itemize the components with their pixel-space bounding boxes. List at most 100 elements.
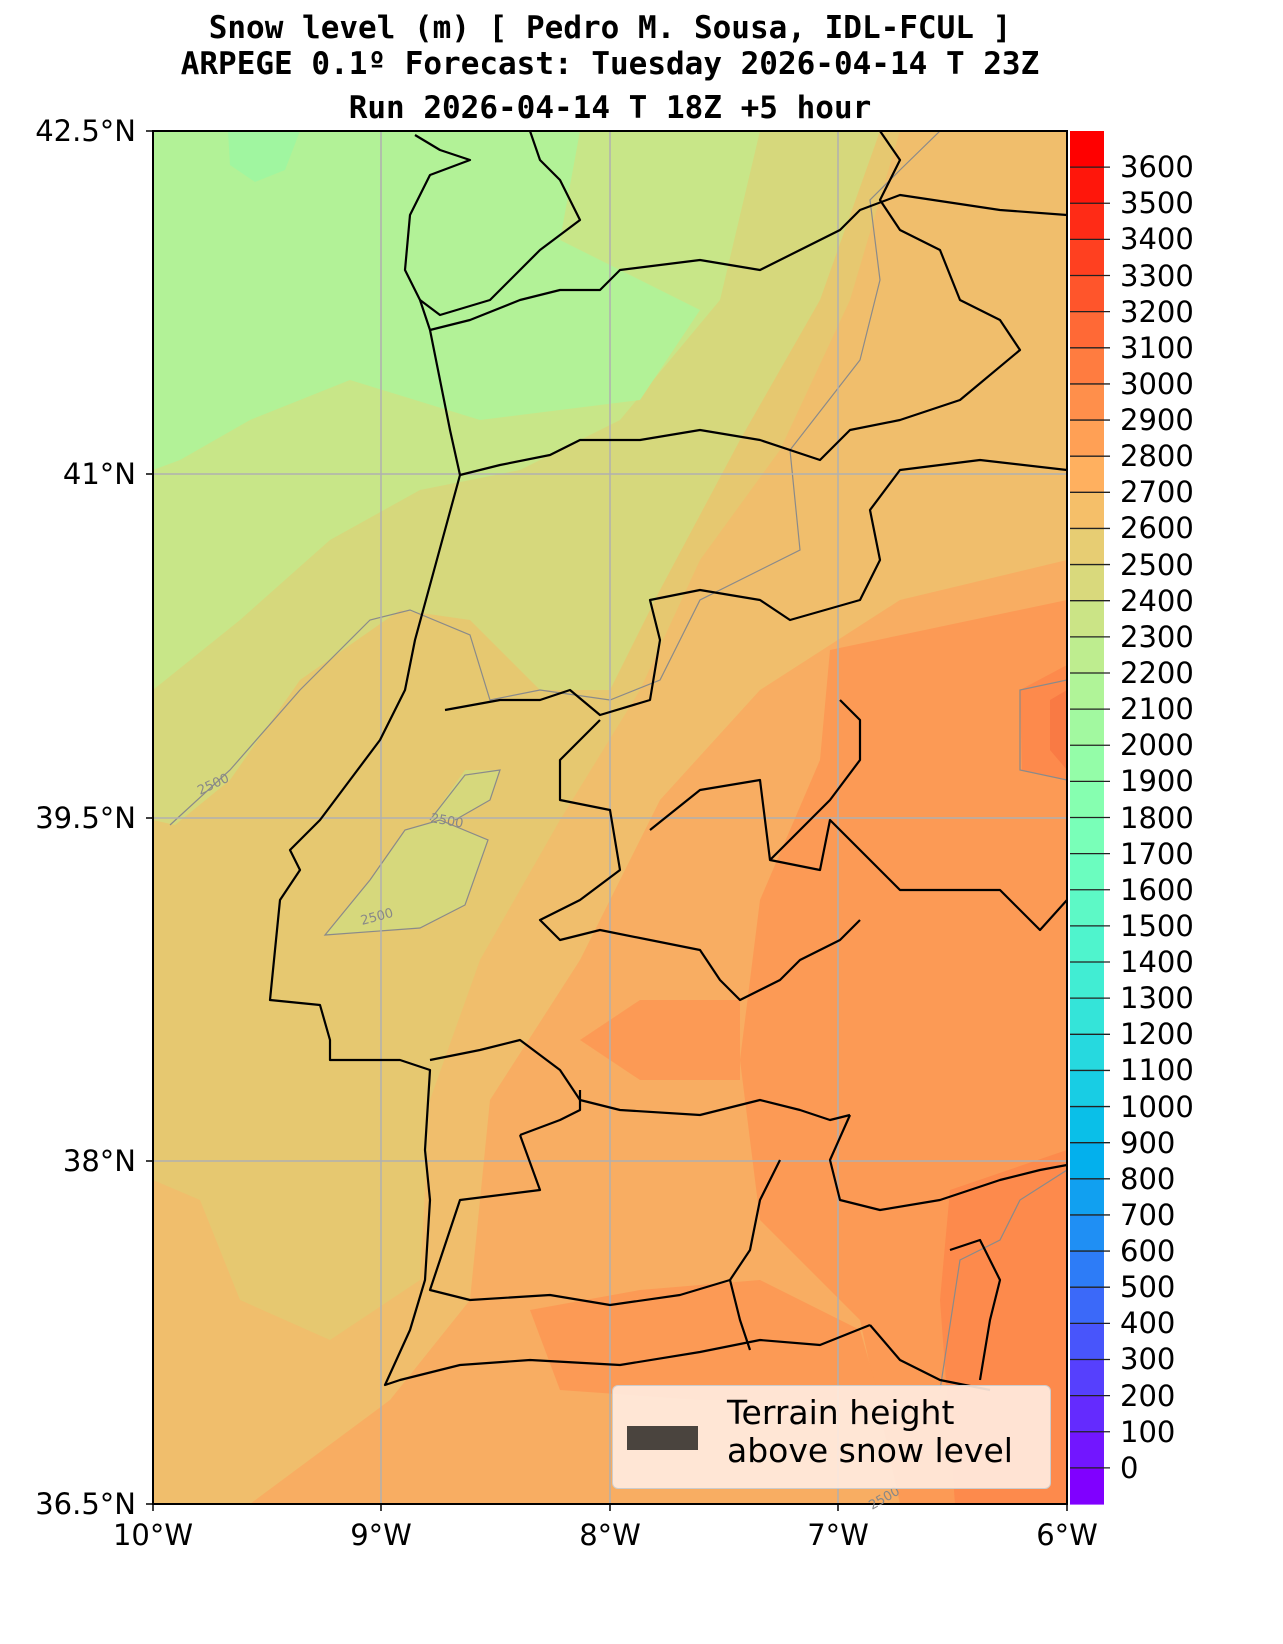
colorbar-tick-label: 2400 <box>1120 583 1194 618</box>
colorbar-band <box>1070 311 1104 349</box>
colorbar-tick-label: 200 <box>1120 1378 1176 1413</box>
colorbar-band <box>1070 203 1104 240</box>
title-line-1: Snow level (m) [ Pedro M. Sousa, IDL-FCU… <box>208 10 1012 46</box>
lon-label: 8°W <box>579 1518 641 1552</box>
colorbar-band <box>1070 564 1104 602</box>
colorbar <box>1070 131 1110 1505</box>
colorbar-band <box>1070 636 1104 674</box>
colorbar-tick-label: 600 <box>1120 1234 1176 1269</box>
colorbar-band <box>1070 1142 1104 1180</box>
title-line-3: Run 2026-04-14 T 18Z +5 hour <box>348 90 872 126</box>
colorbar-tick-label: 2700 <box>1120 475 1194 510</box>
colorbar-tick-label: 2100 <box>1120 692 1194 727</box>
colorbar-tick-label: 900 <box>1120 1125 1176 1160</box>
colorbar-tick-label: 2900 <box>1120 403 1194 438</box>
gridlines <box>153 131 1067 1504</box>
contour-label: 2500 <box>429 811 464 832</box>
colorbar-band <box>1070 998 1104 1035</box>
colorbar-tick-label: 0 <box>1120 1450 1139 1485</box>
colorbar-band <box>1070 528 1104 566</box>
colorbar-band <box>1070 239 1104 277</box>
colorbar-tick-label: 3600 <box>1120 150 1194 185</box>
colorbar-band <box>1070 1431 1104 1469</box>
field-2400-island <box>325 820 488 935</box>
colorbar-band <box>1070 1323 1104 1361</box>
colorbar-band <box>1070 1395 1104 1433</box>
colorbar-band <box>1070 1070 1104 1108</box>
colorbar-tick-label: 3300 <box>1120 258 1194 293</box>
contour-2500 <box>169 131 1067 1391</box>
colorbar-band <box>1070 600 1104 638</box>
colorbar-band <box>1070 492 1104 530</box>
colorbar-band <box>1070 962 1104 999</box>
colorbar-tick-label: 1100 <box>1120 1053 1194 1088</box>
colorbar-band <box>1070 925 1104 963</box>
title-line-2: ARPEGE 0.1º Forecast: Tuesday 2026-04-14… <box>180 46 1040 82</box>
lon-label: 10°W <box>112 1518 194 1552</box>
colorbar-tick-label: 700 <box>1120 1197 1176 1232</box>
colorbar-band <box>1070 781 1104 819</box>
colorbar-tick-label: 2000 <box>1120 728 1194 763</box>
colorbar-band <box>1070 456 1104 493</box>
colorbar-tick-label: 1200 <box>1120 1017 1194 1052</box>
colorbar-tick-label: 800 <box>1120 1161 1176 1196</box>
colorbar-tick-label: 2800 <box>1120 439 1194 474</box>
colorbar-tick-label: 100 <box>1120 1414 1176 1449</box>
colorbar-tick-label: 3200 <box>1120 294 1194 329</box>
axis-ticks <box>146 130 1068 1511</box>
colorbar-tick-label: 3500 <box>1120 186 1194 221</box>
colorbar-band <box>1070 1214 1104 1252</box>
lon-label: 6°W <box>1036 1518 1098 1552</box>
colorbar-tick-label: 1000 <box>1120 1089 1194 1124</box>
field-2800-mid <box>580 1000 740 1080</box>
field-2800-south <box>530 1280 880 1400</box>
colorbar-band <box>1070 275 1104 313</box>
colorbar-band <box>1070 1467 1104 1505</box>
colorbar-band <box>1070 167 1104 204</box>
colorbar-band <box>1070 1251 1104 1288</box>
colorbar-tick-label: 3000 <box>1120 366 1194 401</box>
colorbar-band <box>1070 131 1104 168</box>
colorbar-tick-label: 2200 <box>1120 655 1194 690</box>
colorbar-band <box>1070 672 1104 710</box>
legend-label-line-1: Terrain height <box>727 1393 955 1432</box>
snow-level-field <box>153 131 1067 1504</box>
colorbar-tick-label: 1400 <box>1120 945 1194 980</box>
colorbar-tick-label: 3400 <box>1120 222 1194 257</box>
colorbar-tick-label: 300 <box>1120 1342 1176 1377</box>
colorbar-tick-label: 2500 <box>1120 547 1194 582</box>
lat-label: 38°N <box>62 1144 136 1178</box>
colorbar-band <box>1070 347 1104 385</box>
lat-label: 42.5°N <box>35 114 136 148</box>
colorbar-band <box>1070 1178 1104 1216</box>
colorbar-tick-label: 1800 <box>1120 800 1194 835</box>
colorbar-band <box>1070 1106 1104 1144</box>
colorbar-band <box>1070 745 1104 782</box>
lat-label: 39.5°N <box>35 801 136 835</box>
colorbar-tick-label: 1500 <box>1120 908 1194 943</box>
colorbar-band <box>1070 817 1104 855</box>
colorbar-tick-label: 400 <box>1120 1306 1176 1341</box>
colorbar-band <box>1070 1034 1104 1072</box>
colorbar-band <box>1070 853 1104 891</box>
coastlines-borders <box>268 131 1067 1392</box>
colorbar-band <box>1070 420 1104 457</box>
lat-label: 41°N <box>62 457 136 491</box>
legend-label: Terrain height above snow level <box>727 1394 1013 1470</box>
colorbar-tick-label: 2600 <box>1120 511 1194 546</box>
colorbar-tick-label: 1700 <box>1120 836 1194 871</box>
colorbar-band <box>1070 1287 1104 1324</box>
legend-label-line-2: above snow level <box>727 1431 1013 1470</box>
colorbar-tick-label: 1600 <box>1120 872 1194 907</box>
colorbar-band <box>1070 709 1104 746</box>
colorbar-band <box>1070 383 1104 421</box>
colorbar-tick-label: 1900 <box>1120 764 1194 799</box>
lon-label: 7°W <box>807 1518 869 1552</box>
legend: Terrain height above snow level <box>612 1385 1051 1489</box>
legend-swatch-terrain <box>627 1426 698 1450</box>
colorbar-tick-label: 2300 <box>1120 619 1194 654</box>
lon-label: 9°W <box>350 1518 412 1552</box>
field-3000 <box>1050 690 1067 770</box>
colorbar-tick-label: 3100 <box>1120 330 1194 365</box>
